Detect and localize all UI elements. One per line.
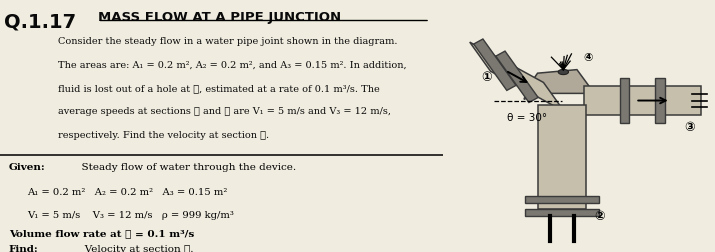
Polygon shape [583, 87, 701, 115]
Text: Velocity at section ②.: Velocity at section ②. [75, 244, 194, 252]
Polygon shape [473, 40, 516, 91]
Polygon shape [470, 43, 564, 112]
Polygon shape [495, 52, 538, 103]
Text: fluid is lost out of a hole at ⑤, estimated at a rate of 0.1 m³/s. The: fluid is lost out of a hole at ⑤, estima… [58, 83, 380, 92]
Text: ②: ② [595, 210, 606, 223]
Text: Find:: Find: [9, 244, 39, 252]
Text: θ = 30°: θ = 30° [507, 113, 547, 123]
Text: Volume flow rate at ⑤ = 0.1 m³/s: Volume flow rate at ⑤ = 0.1 m³/s [9, 228, 194, 237]
Polygon shape [525, 209, 599, 216]
Text: V₁ = 5 m/s    V₃ = 12 m/s   ρ = 999 kg/m³: V₁ = 5 m/s V₃ = 12 m/s ρ = 999 kg/m³ [26, 210, 234, 219]
Text: Consider the steady flow in a water pipe joint shown in the diagram.: Consider the steady flow in a water pipe… [58, 37, 397, 46]
Text: ④: ④ [583, 52, 593, 62]
Text: respectively. Find the velocity at section ②.: respectively. Find the velocity at secti… [58, 130, 269, 139]
Ellipse shape [558, 70, 568, 75]
Polygon shape [538, 106, 586, 209]
Polygon shape [525, 196, 599, 203]
Text: ③: ③ [684, 121, 695, 134]
Text: Q.1.17: Q.1.17 [4, 13, 77, 32]
Text: MASS FLOW AT A PIPE JUNCTION: MASS FLOW AT A PIPE JUNCTION [97, 11, 340, 24]
Text: The areas are: A₁ = 0.2 m², A₂ = 0.2 m², and A₃ = 0.15 m². In addition,: The areas are: A₁ = 0.2 m², A₂ = 0.2 m²,… [58, 60, 406, 69]
Polygon shape [524, 70, 589, 115]
Text: A₁ = 0.2 m²   A₂ = 0.2 m²   A₃ = 0.15 m²: A₁ = 0.2 m² A₂ = 0.2 m² A₃ = 0.15 m² [26, 188, 227, 197]
Text: Given:: Given: [9, 163, 46, 172]
Text: ①: ① [482, 71, 492, 84]
Text: Steady flow of water through the device.: Steady flow of water through the device. [75, 163, 297, 172]
Text: average speeds at sections ① and ③ are V₁ = 5 m/s and V₃ = 12 m/s,: average speeds at sections ① and ③ are V… [58, 107, 390, 116]
Polygon shape [655, 79, 665, 123]
Polygon shape [620, 79, 629, 123]
